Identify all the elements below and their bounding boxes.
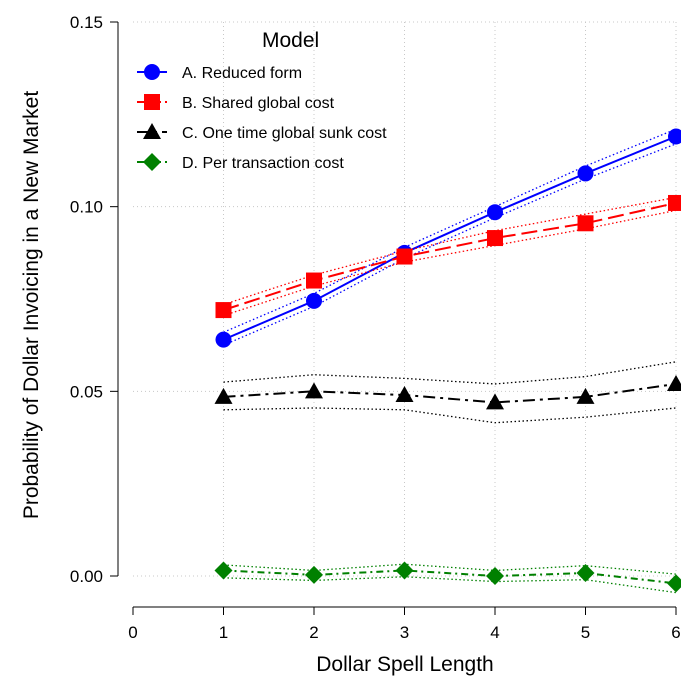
- legend-label: B. Shared global cost: [182, 95, 335, 112]
- y-axis-title: Probability of Dollar Invoicing in a New…: [20, 91, 43, 520]
- x-tick-label: 3: [400, 623, 409, 642]
- y-tick-label: 0.00: [70, 567, 103, 586]
- data-point: [397, 249, 413, 265]
- legend-label: D. Per transaction cost: [182, 155, 344, 172]
- data-point: [578, 165, 594, 181]
- x-axis-title: Dollar Spell Length: [316, 653, 493, 676]
- x-tick-label: 4: [490, 623, 499, 642]
- legend-marker: [144, 64, 160, 80]
- data-point: [306, 273, 322, 289]
- y-tick-label: 0.15: [70, 13, 103, 32]
- data-point: [487, 230, 503, 246]
- legend-label: A. Reduced form: [182, 65, 302, 82]
- y-tick-label: 0.10: [70, 198, 103, 217]
- x-tick-label: 1: [219, 623, 228, 642]
- data-point: [668, 195, 681, 211]
- x-tick-label: 6: [671, 623, 680, 642]
- legend-label: C. One time global sunk cost: [182, 125, 387, 142]
- data-point: [578, 215, 594, 231]
- x-tick-label: 5: [581, 623, 590, 642]
- data-point: [216, 302, 232, 318]
- y-tick-label: 0.05: [70, 382, 103, 401]
- data-point: [487, 204, 503, 220]
- x-tick-label: 0: [128, 623, 137, 642]
- legend-marker: [144, 94, 160, 110]
- data-point: [216, 332, 232, 348]
- data-point: [306, 293, 322, 309]
- x-tick-label: 2: [309, 623, 318, 642]
- legend-title: Model: [262, 29, 319, 52]
